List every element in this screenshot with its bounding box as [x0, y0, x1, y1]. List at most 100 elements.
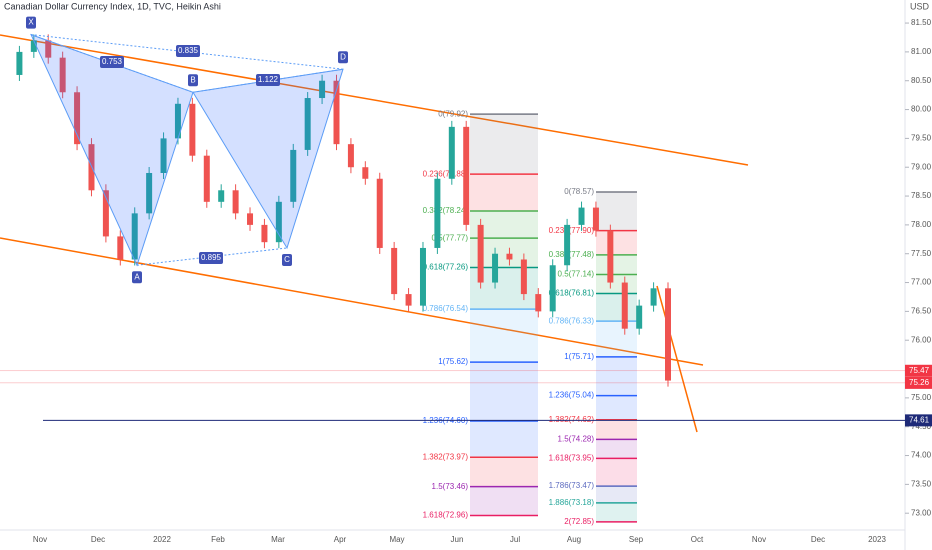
fib-label: 0.786(76.33): [549, 316, 595, 325]
fib-band: [596, 230, 637, 255]
candle-body: [592, 207, 599, 231]
fib-label: 0.382(77.48): [549, 250, 595, 259]
pattern-point: [188, 74, 198, 87]
ratio-box: [256, 74, 280, 86]
ratio-label: 1.122: [258, 75, 279, 84]
ratio-box: [176, 45, 200, 57]
x-tick-label: Oct: [691, 535, 704, 544]
y-tick-label: 81.50: [911, 18, 932, 27]
candle-body: [492, 253, 499, 283]
fib-label: 1(75.71): [564, 352, 594, 361]
candle-body: [319, 80, 326, 99]
fib-band: [596, 356, 637, 396]
pattern-point-label: X: [28, 18, 34, 27]
x-tick-label: Dec: [91, 535, 105, 544]
price-tag: [905, 364, 932, 377]
y-tick-label: 73.50: [911, 479, 932, 488]
candle-body: [506, 253, 513, 260]
y-tick-label: 76.00: [911, 335, 932, 344]
price-tag: [905, 376, 932, 389]
candle-body: [174, 103, 181, 139]
x-tick-label: Sep: [629, 535, 644, 544]
channel-line: [0, 237, 704, 366]
x-tick-label: 2022: [153, 535, 171, 544]
candle-body: [535, 294, 542, 312]
candle-body: [564, 224, 571, 266]
fib-band: [596, 274, 637, 294]
pattern-line: [136, 247, 288, 266]
y-tick-label: 81.00: [911, 47, 932, 56]
candle-body: [30, 40, 37, 52]
candle-body: [520, 259, 527, 295]
fib-band: [596, 254, 637, 275]
y-tick-label: 79.00: [911, 162, 932, 171]
pattern-point: [338, 51, 348, 64]
fib-label: 1.5(73.46): [432, 482, 469, 491]
candle-body: [45, 40, 52, 58]
x-tick-label: Apr: [334, 535, 347, 544]
candle-body: [650, 288, 657, 306]
candle-body: [463, 126, 470, 225]
candle-body: [189, 103, 196, 156]
x-tick-label: Jun: [451, 535, 464, 544]
ratio-label: 0.895: [201, 253, 222, 262]
fib-label: 0.618(77.26): [423, 263, 469, 272]
fib-label: 1.618(72.96): [423, 511, 469, 520]
candle-body: [434, 178, 441, 248]
fib-band: [596, 502, 637, 522]
fib-label: 0.236(77.90): [549, 226, 595, 235]
y-tick-label: 80.50: [911, 76, 932, 85]
candle-body: [232, 190, 239, 214]
candle-body: [247, 213, 254, 225]
x-tick-label: Mar: [271, 535, 285, 544]
y-tick-label: 73.00: [911, 508, 932, 517]
y-tick-label: 75.00: [911, 393, 932, 402]
candle-body: [218, 190, 225, 202]
fib-label: 0.5(77.14): [558, 270, 595, 279]
candle-body: [261, 224, 268, 243]
trend-line: [656, 285, 698, 433]
y-unit: USD: [910, 1, 930, 11]
x-tick-label: Aug: [567, 535, 581, 544]
candle-body: [290, 149, 297, 202]
candle-body: [146, 172, 153, 214]
fib-label: 0(78.57): [564, 187, 594, 196]
fib-label: 1.382(73.97): [423, 452, 469, 461]
candle-body: [621, 282, 628, 329]
fib-band: [470, 486, 538, 516]
y-tick-label: 78.00: [911, 220, 932, 229]
candle-body: [636, 305, 643, 329]
pattern-point: [132, 271, 142, 284]
candle-body: [16, 51, 23, 75]
fib-label: 1.886(73.18): [549, 498, 595, 507]
candle-body: [448, 126, 455, 179]
y-tick-label: 74.00: [911, 451, 932, 460]
x-tick-label: Nov: [752, 535, 766, 544]
fib-label: 1.786(73.47): [549, 481, 595, 490]
candle-body: [304, 98, 311, 150]
fib-band: [596, 419, 637, 440]
candle-body: [376, 178, 383, 248]
candle-body: [607, 230, 614, 283]
candle-body: [275, 201, 282, 243]
fib-label: 1.382(74.62): [549, 415, 595, 424]
fib-band: [596, 395, 637, 420]
ratio-box: [100, 56, 124, 68]
pattern-point-label: C: [284, 255, 290, 264]
fib-band: [470, 420, 538, 458]
fib-band: [470, 362, 538, 421]
fib-label: 0.236(78.88): [423, 169, 469, 178]
fib-band: [596, 486, 637, 503]
y-tick-label: 79.50: [911, 134, 932, 143]
candle-body: [102, 190, 109, 237]
candle-body: [549, 265, 556, 312]
fib-label: 0.618(76.81): [549, 289, 595, 298]
candle-body: [59, 57, 66, 93]
candle-body: [203, 155, 210, 202]
y-tick-label: 77.50: [911, 249, 932, 258]
price-tag-label: 75.26: [909, 378, 930, 387]
fib-label: 1.618(73.95): [549, 454, 595, 463]
pattern-point-label: B: [190, 75, 195, 84]
